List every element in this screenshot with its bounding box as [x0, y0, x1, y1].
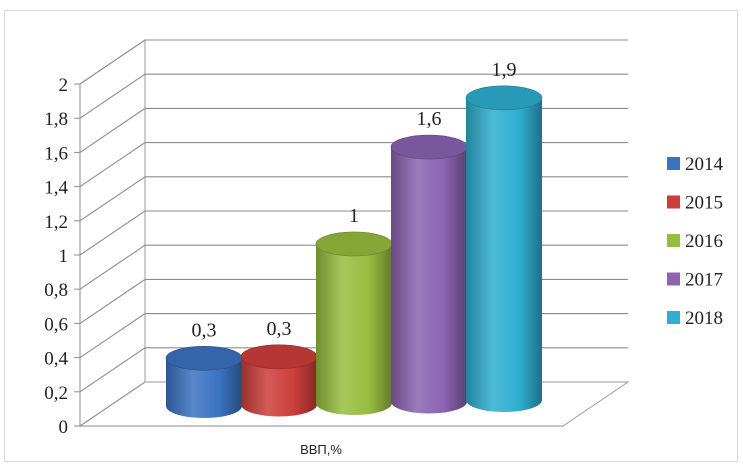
bars: [165, 85, 543, 418]
bar-top: [240, 344, 318, 370]
y-tick-label: 0,4: [44, 349, 68, 370]
y-axis-ticks: 0 0,2 0,4 0,6 0,8 1 1,2 1,4 1,6 1,8 2: [44, 75, 80, 438]
y-tick-label: 2: [59, 75, 69, 96]
x-category-label: ВВП,%: [300, 442, 342, 457]
legend-swatch: [667, 311, 680, 324]
legend-swatch: [667, 234, 680, 247]
bar-top: [390, 134, 468, 160]
legend-item-2017: 2017: [667, 270, 723, 291]
gridline: [79, 142, 628, 188]
bar-2017: [390, 134, 468, 414]
bar-body: [466, 97, 542, 412]
bar-body: [166, 358, 242, 418]
legend-item-2014: 2014: [667, 154, 724, 175]
data-labels: 0,3 0,3 1 1,6 1,9: [192, 59, 517, 341]
legend-label: 2016: [685, 231, 723, 252]
legend-swatch: [667, 195, 680, 209]
data-label-2014: 0,3: [192, 319, 217, 341]
data-label-2017: 1,6: [417, 108, 442, 130]
bar-2016: [315, 231, 393, 415]
legend-label: 2014: [685, 154, 724, 175]
data-label-2016: 1: [349, 205, 359, 227]
gridline: [79, 73, 628, 119]
bar-body: [316, 243, 392, 415]
bar-body: [241, 356, 317, 417]
y-tick-label: 1: [59, 246, 69, 267]
legend: 2014 2015 2016 2017 2018: [667, 154, 724, 329]
bar-top: [165, 345, 243, 371]
legend-label: 2015: [685, 193, 723, 214]
y-tick-label: 0,6: [44, 314, 68, 335]
data-label-2015: 0,3: [267, 318, 292, 340]
legend-item-2015: 2015: [667, 193, 723, 214]
bar-2015: [240, 344, 318, 417]
legend-swatch: [667, 157, 680, 170]
legend-item-2018: 2018: [667, 308, 723, 329]
data-label-2018: 1,9: [492, 59, 517, 81]
y-tick-label: 0,2: [44, 383, 68, 404]
x-axis: ВВП,%: [79, 84, 563, 457]
y-tick-label: 0,8: [44, 280, 68, 301]
bar-2014: [165, 345, 243, 418]
gridline: [79, 107, 628, 153]
y-tick-label: 1,4: [44, 178, 68, 199]
legend-label: 2018: [685, 308, 723, 329]
y-tick-label: 1,6: [44, 143, 68, 164]
legend-item-2016: 2016: [667, 231, 723, 252]
bar-2018: [465, 85, 543, 412]
y-tick-label: 0: [59, 417, 69, 438]
bar-top: [465, 85, 543, 111]
bar-top: [315, 231, 393, 257]
y-tick-label: 1,2: [44, 212, 68, 233]
gridline: [79, 39, 628, 85]
legend-swatch: [667, 272, 680, 286]
y-tick-label: 1,8: [44, 109, 68, 130]
legend-label: 2017: [685, 270, 723, 291]
bar-body: [391, 147, 467, 414]
